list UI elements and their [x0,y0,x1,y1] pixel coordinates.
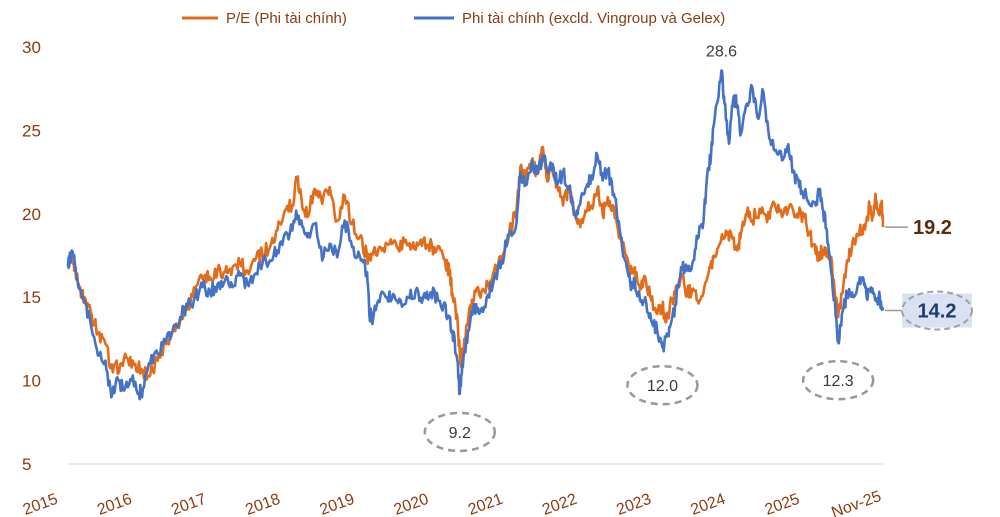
series-line-pe [66,145,885,381]
x-tick-label: 2019 [318,491,357,517]
series-line-non-financial [66,69,885,401]
x-tick-label: 2024 [688,491,727,517]
annotation-trough-ellipse [423,411,497,453]
annotation-trough-ellipse [626,364,699,406]
y-tick-label: 15 [22,288,41,307]
annotation-trough-ellipse [801,359,875,401]
y-tick-label: 25 [22,121,41,140]
x-tick-label: 2017 [169,491,208,517]
annotation-trough-label: 9.2 [449,425,471,442]
end-label-ellipse [901,290,973,331]
x-tick-label: Nov-25 [829,488,883,517]
annotation-peak-label: 28.6 [706,43,737,60]
annotation-layer: 9.2 12.0 12.3 28.6 19.2 14.2 [423,43,973,453]
end-label-highlight [902,293,972,328]
y-tick-label: 30 [22,38,41,57]
y-tick-label: 20 [22,205,41,224]
annotation-trough-label: 12.3 [823,373,854,390]
series-layer [66,69,885,401]
y-tick-label: 5 [22,455,31,474]
x-tick-label: 2018 [243,491,282,517]
x-tick-label: 2023 [614,491,653,517]
y-tick-label: 10 [22,372,41,391]
legend-label-non-financial: Phi tài chính (excld. Vingroup và Gelex) [462,10,725,27]
x-tick-label: 2016 [95,491,134,517]
legend: P/E (Phi tài chính) Phi tài chính (excld… [182,10,725,27]
x-tick-label: 2022 [540,491,579,517]
x-tick-label: 2025 [763,491,802,517]
annotation-trough-label: 12.0 [647,378,678,395]
legend-label-pe: P/E (Phi tài chính) [226,10,347,27]
end-label-value: 19.2 [913,217,952,239]
x-tick-label: 2015 [21,491,60,517]
end-label-value: 14.2 [918,301,957,323]
x-tick-label: 2020 [392,491,431,517]
x-tick-label: 2021 [466,491,505,517]
